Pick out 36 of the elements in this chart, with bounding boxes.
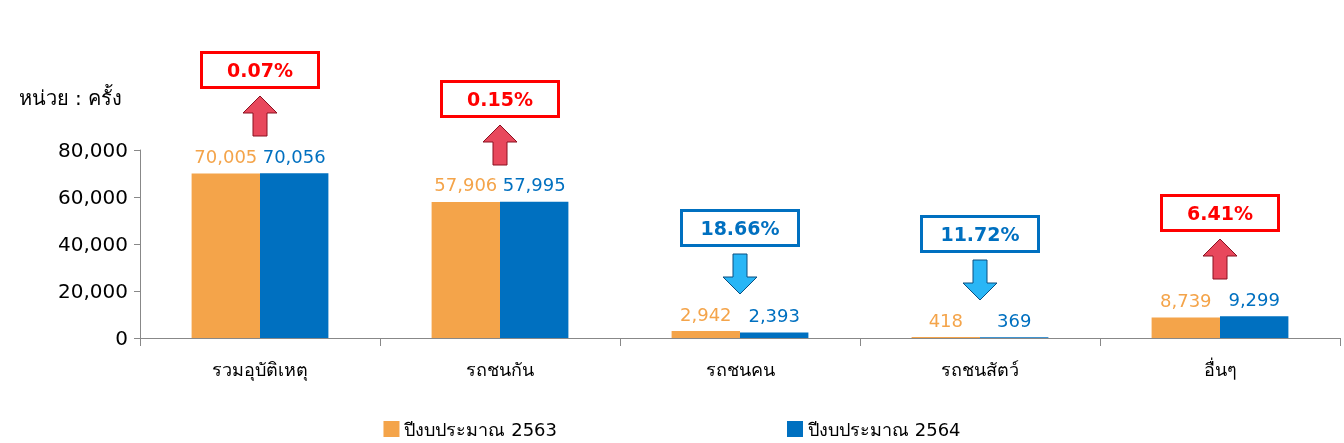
y-axis-title: หน่วย : ครั้ง — [18, 84, 122, 110]
bar — [260, 173, 329, 338]
y-tick-label: 40,000 — [58, 232, 128, 256]
bar — [1151, 317, 1220, 338]
data-label: 57,906 — [434, 174, 498, 196]
bar — [431, 201, 500, 338]
data-label: 369 — [997, 309, 1032, 331]
y-tick-label: 20,000 — [58, 279, 128, 303]
data-label: 2,942 — [680, 303, 732, 325]
legend-label: ปีงบประมาณ 2564 — [808, 418, 961, 440]
bar — [1220, 316, 1289, 338]
bar — [740, 332, 809, 338]
data-label: 9,299 — [1228, 288, 1280, 310]
y-tick-label: 80,000 — [58, 138, 128, 162]
bar — [500, 201, 569, 338]
x-tick-label: รถชนกัน — [466, 358, 534, 380]
y-tick-label: 0 — [115, 326, 128, 350]
x-tick-label: รวมอุบัติเหตุ — [212, 358, 308, 381]
data-label: 70,056 — [262, 145, 326, 167]
x-tick-label: อื่นๆ — [1203, 356, 1237, 380]
callout-box: 11.72% — [920, 215, 1040, 253]
x-tick-label: รถชนคน — [705, 358, 775, 380]
legend-label: ปีงบประมาณ 2563 — [404, 418, 557, 440]
bar — [191, 173, 260, 338]
data-label: 2,393 — [748, 304, 800, 326]
y-tick-label: 60,000 — [58, 185, 128, 209]
callout-box: 0.07% — [200, 51, 320, 90]
callout-box: 0.15% — [440, 79, 560, 118]
data-label: 57,995 — [502, 174, 566, 196]
callout-box: 6.41% — [1160, 194, 1280, 233]
x-tick-label: รถชนสัตว์ — [941, 358, 1019, 380]
data-label: 70,005 — [194, 145, 258, 167]
bar — [671, 331, 740, 338]
callout-box: 18.66% — [680, 209, 800, 248]
data-label: 8,739 — [1160, 289, 1212, 311]
data-label: 418 — [928, 309, 963, 331]
